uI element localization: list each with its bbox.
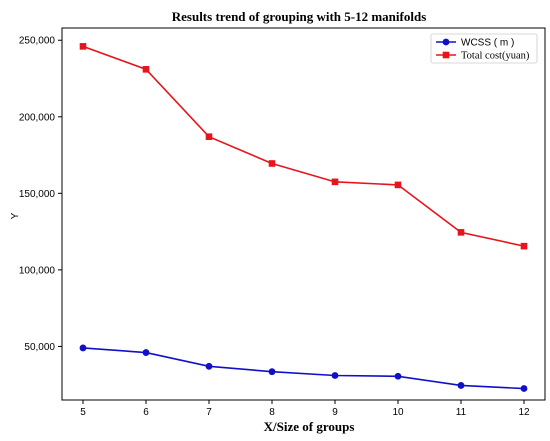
data-point xyxy=(79,43,87,50)
data-point xyxy=(205,362,213,370)
series-layer xyxy=(79,43,528,392)
x-tick-label: 12 xyxy=(518,407,530,418)
x-tick-label: 6 xyxy=(143,407,149,418)
x-tick-label: 9 xyxy=(332,407,338,418)
data-point xyxy=(520,242,528,250)
series-line-0 xyxy=(82,347,525,390)
data-point xyxy=(268,160,276,167)
x-tick-label: 8 xyxy=(269,407,275,418)
data-point xyxy=(457,382,465,389)
data-point xyxy=(142,66,150,73)
chart-title: Results trend of grouping with 5-12 mani… xyxy=(172,9,427,24)
data-point xyxy=(394,181,402,189)
data-point xyxy=(268,368,276,376)
legend-marker xyxy=(442,38,450,46)
data-point xyxy=(79,344,87,352)
x-tick-label: 10 xyxy=(392,407,404,418)
plot-area xyxy=(61,27,546,401)
x-tick-label: 7 xyxy=(206,407,212,418)
x-tick-label: 5 xyxy=(80,407,86,418)
y-axis-label: Y xyxy=(10,212,21,219)
y-tick-label: 100,000 xyxy=(19,265,56,276)
y-tick-label: 200,000 xyxy=(19,112,56,123)
y-axis-ticks: 50,000 100,000 150,000 200,000 250,000 xyxy=(19,36,62,353)
data-point xyxy=(331,372,339,379)
y-tick-label: 150,000 xyxy=(19,189,56,200)
data-point xyxy=(205,133,213,140)
x-tick-label: 11 xyxy=(456,407,467,418)
data-point xyxy=(331,178,339,186)
data-point xyxy=(520,385,528,392)
data-point xyxy=(394,372,402,380)
legend-label: Total cost(yuan) xyxy=(461,51,530,62)
x-axis-label: X/Size of groups xyxy=(264,419,355,434)
series-line-1 xyxy=(82,45,525,247)
data-point xyxy=(142,349,150,356)
y-tick-label: 250,000 xyxy=(19,36,56,47)
legend-box xyxy=(430,33,538,64)
legend-label: WCSS ( m ) xyxy=(461,38,514,49)
x-axis-ticks: 5 6 7 8 9 10 11 12 xyxy=(80,400,530,418)
legend: WCSS ( m ) Total cost(yuan) xyxy=(430,33,538,64)
data-point xyxy=(457,229,465,236)
y-tick-label: 50,000 xyxy=(24,342,55,353)
legend-marker xyxy=(442,51,450,59)
